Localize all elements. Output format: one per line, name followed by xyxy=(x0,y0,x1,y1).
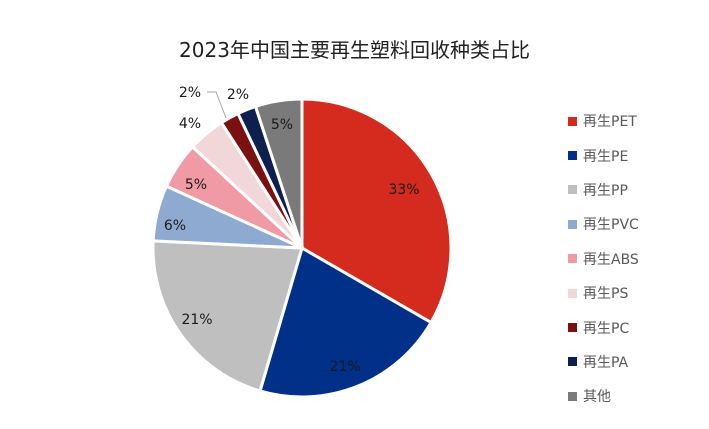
legend-label: 其他 xyxy=(583,389,611,406)
legend-label: 再生PET xyxy=(583,114,637,131)
legend-label: 再生PS xyxy=(583,286,629,303)
data-label-7: 2% xyxy=(179,85,201,101)
legend-swatch xyxy=(568,254,577,264)
legend-label: 再生PA xyxy=(583,354,629,371)
legend-item-9: 其他 xyxy=(568,379,639,413)
pie-slice-3 xyxy=(151,239,304,393)
data-label-4: 6% xyxy=(164,218,186,234)
pie-slice-9 xyxy=(253,97,304,249)
legend-label: 再生ABS xyxy=(583,251,639,268)
legend-label: 再生PVC xyxy=(583,217,639,234)
legend-item-5: 再生ABS xyxy=(568,242,639,276)
data-label-5: 5% xyxy=(185,177,207,193)
legend-item-4: 再生PVC xyxy=(568,207,639,241)
legend-label: 再生PC xyxy=(583,320,630,337)
data-label-9: 5% xyxy=(271,117,293,133)
data-label-6: 4% xyxy=(179,116,201,132)
legend-item-2: 再生PE xyxy=(568,138,639,172)
legend-swatch xyxy=(568,323,577,333)
pie-slice-1 xyxy=(300,97,453,325)
legend-item-7: 再生PC xyxy=(568,310,639,344)
legend-swatch xyxy=(568,116,577,126)
legend-item-8: 再生PA xyxy=(568,345,639,379)
legend-item-3: 再生PP xyxy=(568,173,639,207)
legend-item-1: 再生PET xyxy=(568,104,639,138)
legend-swatch xyxy=(568,288,577,298)
legend-item-6: 再生PS xyxy=(568,276,639,310)
pie-slice-2 xyxy=(258,245,434,399)
legend-swatch xyxy=(568,185,577,195)
legend: 再生PET 再生PE 再生PP 再生PVC 再生ABS 再生PS 再生PC 再生PA 其他 xyxy=(568,104,639,414)
legend-swatch xyxy=(568,219,577,229)
data-label-1: 33% xyxy=(388,182,419,198)
legend-label: 再生PE xyxy=(583,148,629,165)
legend-swatch xyxy=(568,391,577,401)
leader-line xyxy=(207,91,227,119)
legend-swatch xyxy=(568,151,577,161)
chart-title: 2023年中国主要再生塑料回收种类占比 xyxy=(179,38,530,62)
legend-label: 再生PP xyxy=(583,182,628,199)
legend-swatch xyxy=(568,357,577,367)
data-label-3: 21% xyxy=(181,312,212,328)
data-label-8: 2% xyxy=(227,87,249,103)
data-label-2: 21% xyxy=(329,359,360,375)
